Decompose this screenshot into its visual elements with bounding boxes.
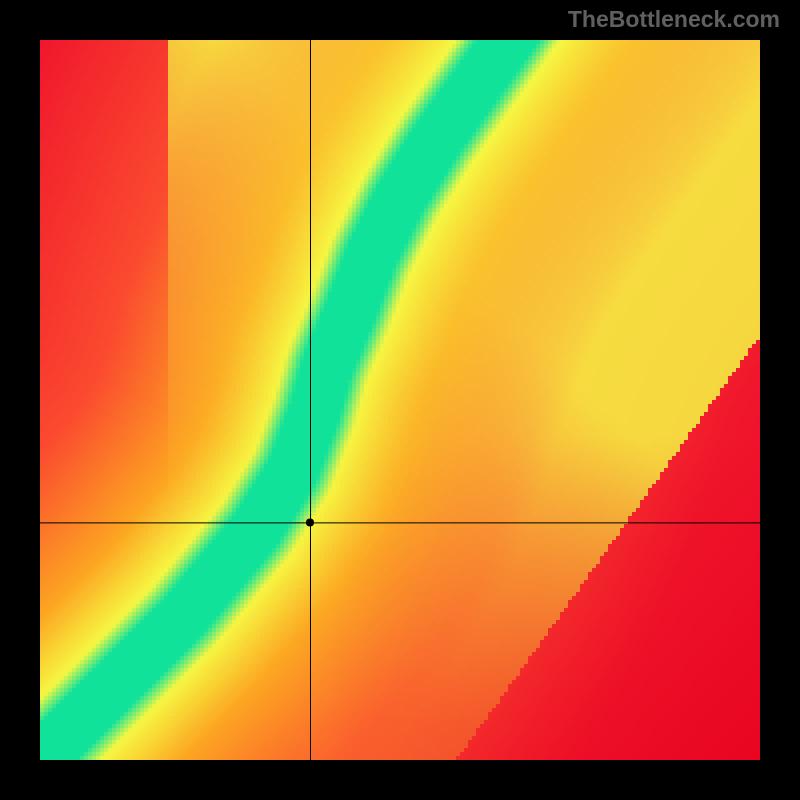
watermark-text: TheBottleneck.com	[568, 6, 780, 33]
heatmap-canvas	[40, 40, 760, 760]
heatmap-plot	[40, 40, 760, 760]
